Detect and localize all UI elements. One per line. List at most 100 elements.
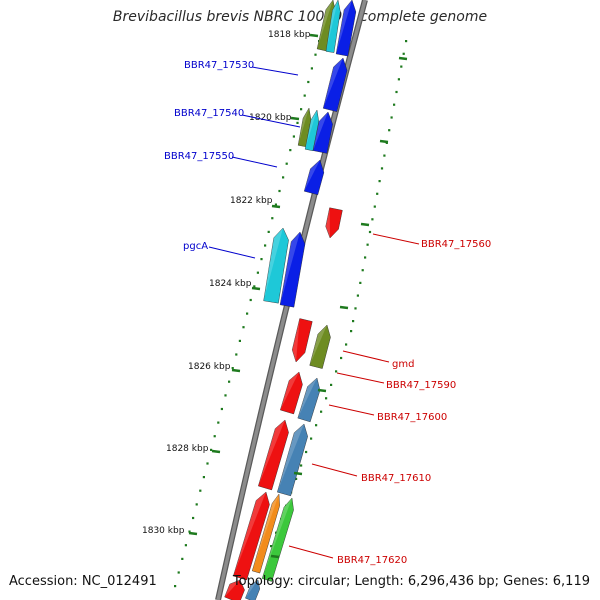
gene-label: BBR47_17590 — [386, 380, 456, 391]
ruler-dot — [305, 450, 308, 454]
ruler-dot — [181, 557, 184, 560]
gene-shade — [263, 228, 283, 301]
gene-shade — [252, 494, 279, 571]
ruler-dot — [397, 78, 400, 81]
ruler-dot — [202, 476, 205, 479]
ruler-dot — [366, 243, 369, 246]
scale-tick — [271, 204, 281, 209]
gene-shade — [323, 58, 343, 109]
gene-shade — [280, 232, 300, 305]
gene-arrow — [261, 497, 294, 582]
gene-arrow — [291, 318, 313, 363]
scale-tick — [188, 531, 198, 536]
ruler-dot — [295, 477, 298, 480]
gene-arrow — [233, 491, 270, 581]
gene-leader-line — [342, 350, 390, 363]
ruler-dot — [292, 135, 295, 138]
ruler-dot — [224, 394, 227, 397]
scale-tick — [251, 286, 261, 291]
gene-shade — [309, 325, 327, 366]
ruler-dot — [307, 80, 310, 84]
ruler-dot — [242, 326, 245, 329]
ruler-dot — [376, 192, 379, 195]
ruler-dot — [371, 218, 374, 221]
ruler-dot — [373, 205, 376, 208]
gene-leader-line — [311, 463, 358, 477]
gene-label: gmd — [392, 359, 414, 370]
ruler-dot — [359, 281, 362, 284]
gene-shade — [298, 108, 309, 146]
gene-label: BBR47_17620 — [337, 555, 407, 566]
scale-tick — [309, 33, 319, 38]
ruler-dot — [310, 437, 313, 440]
ruler-dot — [289, 149, 292, 152]
ruler-dot — [220, 407, 223, 411]
ruler-dot — [390, 116, 393, 119]
gene-arrow — [297, 377, 321, 423]
gene-shade — [325, 207, 330, 238]
gene-leader-line — [241, 114, 301, 128]
scale-tick — [360, 222, 370, 227]
ruler-dot — [405, 40, 408, 43]
gene-arrow — [280, 371, 303, 415]
ruler-dot — [174, 585, 177, 588]
scale-tick-label: 1820 kbp — [249, 113, 292, 123]
gene-leader-line — [372, 233, 420, 245]
gene-shade — [317, 0, 333, 49]
ruler-dot — [364, 256, 367, 259]
gene-label: BBR47_17540 — [174, 108, 244, 119]
ruler-dot — [238, 339, 241, 342]
ruler-dot — [199, 489, 202, 492]
ruler-dot — [383, 154, 386, 157]
scale-tick — [317, 388, 327, 393]
ruler-dot — [285, 162, 288, 165]
gene-leader-line — [336, 372, 385, 384]
ruler-dot — [315, 424, 318, 427]
ruler-dot — [184, 544, 187, 547]
ruler-dot — [388, 129, 391, 132]
gene-leader-line — [208, 246, 256, 259]
ruler-dot — [345, 343, 348, 346]
gene-shade — [258, 420, 285, 486]
ruler-dot — [300, 108, 303, 111]
gene-shade — [292, 318, 300, 362]
ruler-dot — [264, 244, 267, 247]
ruler-dot — [278, 189, 281, 193]
gene-leader-line — [231, 156, 278, 168]
scale-tick — [211, 449, 221, 454]
ruler-dot — [393, 103, 396, 106]
ruler-dot — [361, 269, 364, 272]
ruler-dot — [340, 356, 343, 360]
scale-tick-label: 1828 kbp — [166, 444, 209, 454]
gene-shade — [277, 424, 304, 493]
ruler-dot — [270, 545, 273, 548]
ruler-dot — [267, 230, 270, 233]
gene-shade — [304, 160, 320, 192]
ruler-dot — [330, 383, 333, 386]
ruler-dot — [228, 380, 231, 383]
ruler-dot — [195, 503, 198, 506]
ruler-dot — [274, 203, 277, 206]
ruler-dot — [320, 410, 323, 413]
gene-arrow — [322, 57, 348, 112]
gene-label: BBR47_17610 — [361, 473, 431, 484]
ruler-dot — [213, 435, 216, 438]
gene-shade — [313, 112, 328, 151]
ruler-dot — [246, 312, 249, 315]
scale-tick — [379, 139, 389, 144]
gene-arrow — [297, 107, 312, 147]
gene-shade — [233, 492, 266, 576]
ruler-dot — [300, 464, 303, 467]
scale-tick-label: 1824 kbp — [209, 279, 252, 289]
gene-arrow — [325, 207, 343, 239]
ruler-dot — [296, 121, 299, 124]
scale-tick-label: 1830 kbp — [142, 526, 185, 536]
gene-arrow — [312, 111, 333, 154]
gene-shade — [336, 0, 352, 54]
ruler-dot — [303, 94, 306, 97]
ruler-dot — [253, 285, 256, 288]
ruler-dot — [352, 320, 355, 323]
ruler-dot — [210, 448, 213, 451]
ruler-dot — [235, 353, 238, 356]
